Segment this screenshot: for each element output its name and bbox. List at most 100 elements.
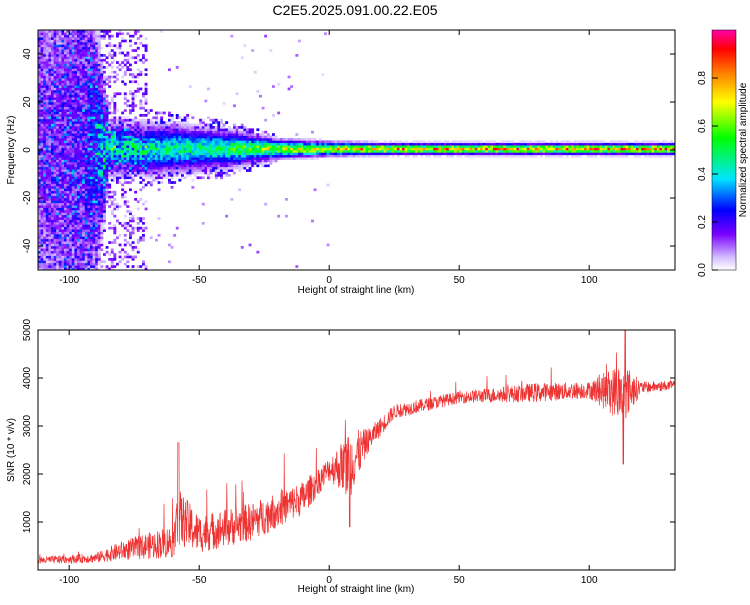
spectrogram-cell [121, 193, 125, 196]
spectrogram-cell [58, 255, 62, 259]
spectrogram-cell [51, 30, 54, 33]
spectrogram-cell [422, 140, 426, 144]
spectrogram-cell [90, 253, 93, 256]
spectrogram-cell [77, 267, 80, 270]
spectrogram-cell [58, 200, 62, 204]
spectrogram-cell [103, 114, 106, 117]
spectrogram-cell [56, 159, 60, 163]
spectrogram-cell [79, 178, 83, 182]
spectrogram-cell [66, 30, 70, 33]
spectrogram-cell [173, 142, 177, 146]
spectrogram-cell [118, 154, 122, 158]
spectrogram-cell [40, 39, 44, 43]
spectrogram-cell [110, 258, 114, 261]
spectrogram-cell [74, 42, 78, 45]
spectrogram-cell [113, 164, 117, 168]
spectrogram-cell [134, 133, 138, 136]
spectrogram-cell [134, 121, 138, 124]
spectrogram-cell [251, 128, 255, 132]
spectrogram-cell [61, 142, 65, 146]
spectrogram-cell [155, 152, 158, 156]
spectrogram-cell [105, 118, 109, 122]
spectrogram-cell [131, 171, 135, 175]
spectrogram-cell [48, 30, 52, 33]
spectrogram-cell [103, 193, 106, 196]
spectrogram-cell [282, 150, 286, 153]
spectrogram-cell [58, 126, 62, 129]
spectrogram-cell [165, 154, 169, 158]
spectrogram-cell [38, 75, 41, 79]
spectrogram-cell [331, 150, 335, 153]
spectrogram-cell [113, 70, 117, 74]
spectrogram-cell [51, 154, 54, 158]
spectrogram-cell [105, 94, 109, 98]
spectrogram-cell [69, 58, 73, 62]
spectrogram-cell [105, 183, 109, 187]
spectrogram-cell [290, 85, 294, 88]
spectrogram-cell [64, 202, 67, 206]
spectrogram-cell [201, 130, 205, 134]
spectrogram-cell [191, 159, 195, 163]
spectrogram-cell [147, 142, 151, 146]
spectrogram-cell [220, 140, 223, 144]
spectrogram-cell [97, 212, 101, 216]
spectrogram-cell [108, 30, 112, 33]
spectrogram-cell [82, 154, 86, 158]
spectrogram-cell [157, 126, 161, 129]
spectrogram-cell [240, 140, 244, 144]
spectrogram-cell [162, 176, 166, 180]
spectrogram-cell [209, 157, 213, 160]
spectrogram-cell [79, 207, 83, 211]
spectrogram-cell [64, 190, 67, 194]
spectrogram-cell [53, 250, 57, 254]
spectrogram-cell [295, 157, 299, 160]
spectrogram-cell [103, 164, 106, 168]
spectrogram-cell [45, 30, 49, 33]
spectrogram-cell [113, 51, 117, 55]
spectrogram-cell [58, 219, 62, 223]
spectrogram-cell [105, 78, 109, 81]
spectrogram-cell [61, 210, 65, 213]
spectrogram-cell [43, 118, 47, 122]
spectrogram-cell [110, 70, 114, 74]
spectrogram-cell [58, 104, 62, 108]
spectrogram-cell [79, 222, 83, 225]
spectrogram-cell [194, 169, 197, 172]
spectrogram-cell [40, 32, 44, 36]
spectrogram-cell [204, 154, 208, 158]
spectrogram-cell [157, 135, 161, 139]
spectrogram-cell [64, 243, 67, 247]
spectrogram-cell [134, 118, 138, 122]
spectrogram-cell [82, 159, 86, 163]
spectrogram-cell [71, 214, 75, 218]
spectrogram-cell [90, 109, 93, 112]
spectrogram-cell [74, 104, 78, 108]
spectrogram-cell [56, 39, 60, 43]
spectrogram-cell [168, 162, 171, 165]
spectrogram-cell [82, 135, 86, 139]
spectrogram-cell [56, 104, 60, 108]
spectrogram-cell [95, 164, 99, 168]
spectrogram-cell [134, 164, 138, 168]
spectrogram-cell [144, 140, 148, 144]
spectrogram-cell [79, 82, 83, 86]
spectrogram-cell [209, 166, 213, 170]
spectrogram-cell [58, 229, 62, 232]
spectrogram-cell [84, 85, 88, 88]
spectrogram-cell [97, 116, 101, 120]
spectrogram-cell [53, 44, 57, 48]
spectrogram-cell [77, 118, 80, 122]
spectrogram-cell [422, 152, 426, 156]
spectrogram-cell [79, 123, 83, 127]
spectrogram-cell [69, 159, 73, 163]
spectrogram-cell [87, 51, 91, 55]
spectrogram-cell [45, 248, 49, 252]
spectrogram-cell [129, 169, 132, 172]
spectrogram-cell [79, 166, 83, 170]
spectrogram-cell [110, 126, 114, 129]
spectrogram-cell [53, 56, 57, 60]
spectrogram-cell [139, 147, 143, 151]
spectrogram-cell [155, 166, 158, 170]
spectrogram-cell [110, 150, 114, 153]
spectrogram-cell [90, 267, 93, 270]
